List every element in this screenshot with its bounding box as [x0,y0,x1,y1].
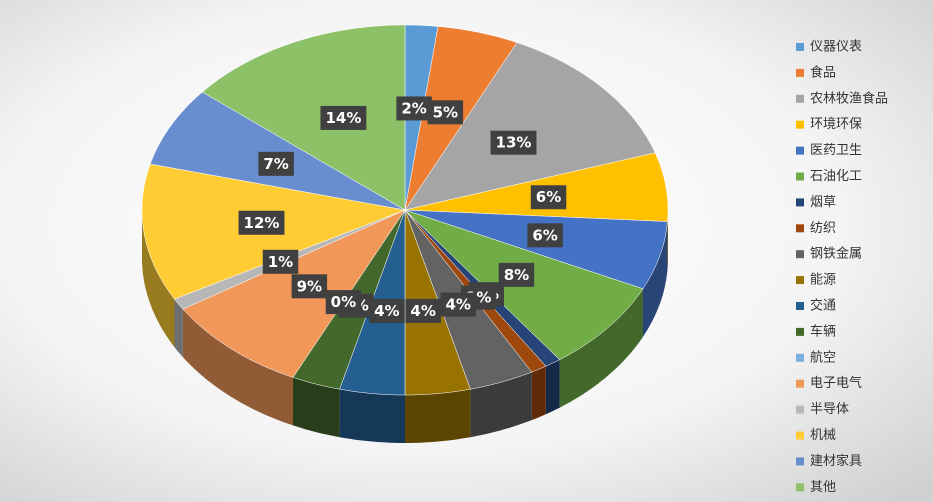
pie-slice-side [559,288,643,408]
legend-swatch [796,431,804,440]
data-label: 4% [410,302,435,320]
legend-label: 半导体 [810,402,849,417]
data-label-box [320,105,367,130]
legend-label: 食品 [810,64,836,80]
pie-slice-side [142,210,175,348]
pie-slice-side [643,221,668,337]
pie-slice [404,42,656,211]
data-label: 7% [263,155,288,173]
legend-swatch [796,483,804,492]
pie-slice-side [470,372,532,438]
legend-swatch [796,405,804,414]
data-label: 4% [374,302,399,320]
pie-slice-side [545,359,560,415]
data-label-box [262,249,299,274]
pie-slice-side [667,210,668,270]
pie-slice-side [174,299,183,358]
pie-slice [404,209,668,290]
legend-label: 其他 [810,480,836,495]
legend-label: 烟草 [810,195,836,210]
legend-swatch [796,302,804,310]
legend-swatch [796,68,804,77]
legend-swatch [796,250,804,259]
data-label-box [258,151,294,176]
legend-swatch [796,327,804,336]
legend-label: 航空 [810,349,836,365]
legend-label: 能源 [810,273,836,288]
data-label-box [238,210,285,235]
legend-swatch [796,120,804,129]
legend-label: 环境环保 [810,117,862,132]
legend-label: 石油化工 [810,169,862,184]
data-label-box [291,274,328,299]
pie-slice-side [182,309,293,426]
data-label-box [440,292,476,317]
pie-slice-side [339,389,405,443]
pie-slice-side [405,389,471,443]
pie-slice [201,24,406,211]
data-label-box [369,298,405,323]
legend-swatch [796,94,804,103]
legend: 仪器仪表食品农林牧渔食品环境环保医药卫生石油化工烟草纺织钢铁金属能源交通车辆航空… [796,40,888,495]
data-label-box [490,130,537,155]
data-labels: 2%5%13%6%6%8%1%1%4%4%4%3%0%9%1%12%7%14% [238,96,567,323]
data-label: 5% [433,103,458,121]
data-label: 14% [325,109,361,127]
pie-slice-side [531,366,546,421]
data-label-box [405,298,441,323]
data-label-box [527,223,563,248]
pie-slice-side [293,377,340,438]
legend-label: 电子电气 [810,375,862,391]
data-label-box [530,185,567,210]
data-label: 2% [401,99,426,117]
data-label-box [325,290,362,315]
pie-tops [141,24,669,396]
data-label: 13% [496,134,532,152]
legend-label: 医药卫生 [810,143,862,158]
legend-label: 钢铁金属 [810,246,862,262]
data-label: 6% [532,226,557,244]
legend-swatch [796,146,804,155]
data-label: 6% [536,188,561,206]
data-label-box [498,262,535,287]
legend-label: 纺织 [810,221,836,236]
pie-sides [142,210,668,443]
legend-swatch [796,172,804,181]
legend-label: 机械 [810,428,836,443]
pie-slice [149,91,406,211]
legend-label: 交通 [810,298,836,314]
legend-swatch [796,353,804,362]
legend-swatch [796,43,804,51]
data-label: 4% [446,296,471,314]
data-label: 8% [504,266,529,284]
legend-label: 车辆 [810,323,836,339]
legend-swatch [796,457,804,466]
legend-swatch [796,379,804,388]
legend-swatch [796,224,804,233]
data-label: 0% [331,293,356,311]
data-label-box [396,96,432,121]
data-label: 9% [297,277,322,295]
legend-label: 仪器仪表 [810,40,862,55]
legend-label: 建材家具 [810,453,862,469]
legend-label: 农林牧渔食品 [810,90,888,106]
legend-swatch [796,198,804,207]
data-label-box [427,100,464,125]
legend-swatch [796,276,804,285]
data-label: 12% [244,214,280,232]
data-label: 1% [268,253,293,271]
